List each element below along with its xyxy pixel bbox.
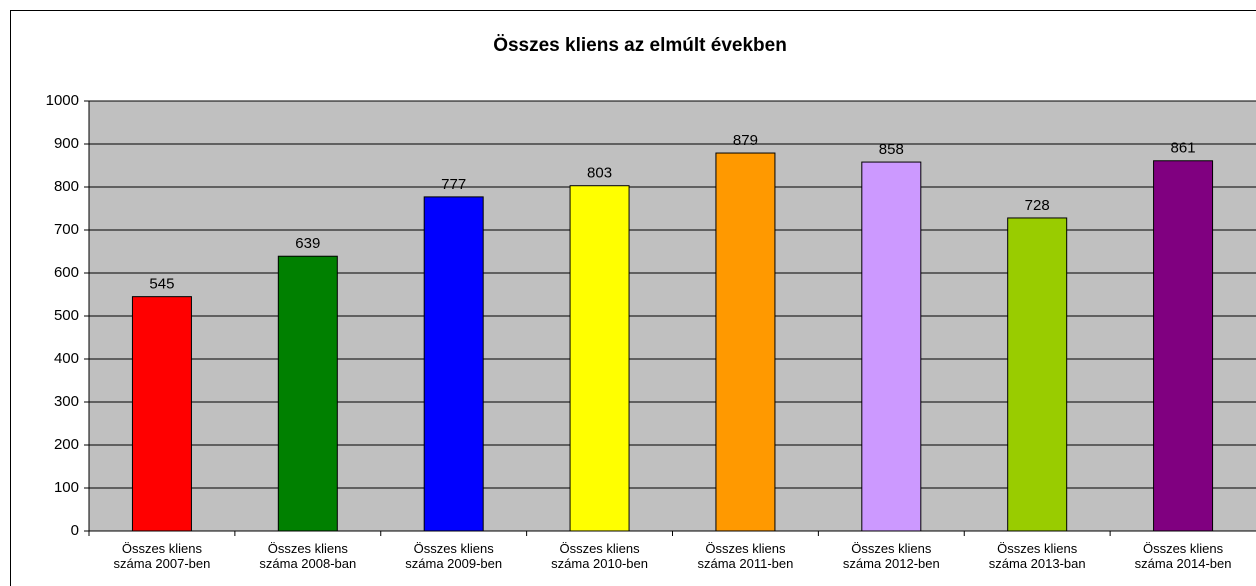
bar (1153, 160, 1214, 532)
data-label: 728 (1025, 197, 1050, 214)
chart-title: Összes kliens az elmúlt években (493, 35, 787, 56)
y-tick-label: 700 (54, 221, 79, 238)
bar (423, 196, 484, 532)
data-label: 545 (149, 276, 174, 293)
x-tick-label: Összes kliens száma 2013-ban (988, 541, 1086, 571)
x-tick-label: Összes kliens száma 2012-ben (842, 541, 940, 571)
x-tick-label: Összes kliens száma 2007-ben (113, 541, 211, 571)
bar (715, 152, 776, 532)
y-tick-label: 200 (54, 436, 79, 453)
x-tick-label: Összes kliens száma 2009-ben (405, 541, 503, 571)
x-tick-label: Összes kliens száma 2011-ben (697, 541, 794, 571)
y-tick-label: 800 (54, 178, 79, 195)
y-tick-label: 400 (54, 350, 79, 367)
x-tick-label: Összes kliens száma 2010-ben (551, 541, 648, 571)
y-tick-label: 500 (54, 307, 79, 324)
bar (131, 296, 192, 532)
data-label: 639 (295, 235, 320, 252)
data-label: 861 (1171, 140, 1196, 157)
bar (1007, 217, 1068, 532)
y-tick-label: 300 (54, 393, 79, 410)
x-tick-label: Összes kliens száma 2014-ben (1134, 541, 1232, 571)
y-tick-label: 600 (54, 264, 79, 281)
y-tick-label: 0 (71, 522, 79, 539)
bar (569, 185, 630, 532)
data-label: 803 (587, 165, 612, 182)
y-tick-label: 1000 (46, 92, 79, 109)
y-tick-label: 900 (54, 135, 79, 152)
data-label: 858 (879, 141, 904, 158)
data-label: 879 (733, 132, 758, 149)
bar (861, 161, 922, 532)
data-label: 777 (441, 176, 466, 193)
bar (277, 255, 338, 532)
x-tick-label: Összes kliens száma 2008-ban (259, 541, 357, 571)
y-tick-label: 100 (54, 479, 79, 496)
